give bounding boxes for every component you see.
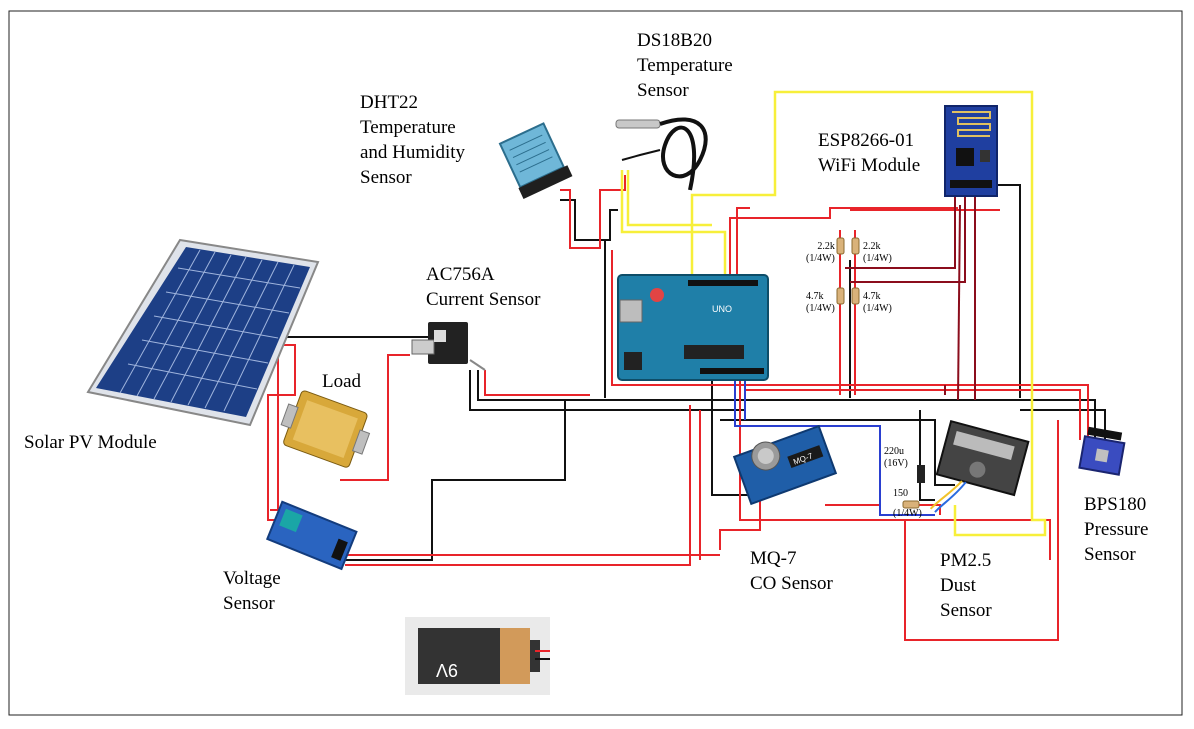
label-ac756a: AC756A Current Sensor	[426, 262, 541, 312]
label-pm25: PM2.5 Dust Sensor	[940, 548, 992, 623]
label-resistor-r1: 2.2k (1/4W)	[806, 241, 835, 265]
wires-red	[267, 175, 1089, 641]
label-esp8266: ESP8266-01 WiFi Module	[818, 128, 920, 178]
cap-voltage: (16V)	[884, 458, 908, 469]
label-resistor-r5: 150 (1/4W)	[893, 488, 922, 520]
label-voltage-line2: Sensor	[223, 593, 275, 614]
bps180-sensor	[1078, 426, 1126, 476]
label-ds18b20-line1: DS18B20	[637, 30, 712, 51]
label-voltage: Voltage Sensor	[223, 566, 281, 616]
label-bps180-line2: Pressure	[1084, 519, 1149, 540]
label-pm25-line3: Sensor	[940, 600, 992, 621]
r3-power: (1/4W)	[806, 303, 835, 314]
current-sensor	[411, 322, 486, 371]
label-dht22-line1: DHT22	[360, 92, 419, 113]
label-esp-line2: WiFi Module	[818, 155, 921, 176]
label-esp-line1: ESP8266-01	[818, 130, 915, 151]
mq7-sensor: MQ-7	[732, 424, 838, 506]
battery-9v: 9V	[405, 617, 550, 695]
wires-darkred	[845, 190, 976, 401]
label-bps180-line3: Sensor	[1084, 544, 1136, 565]
esp8266-module	[944, 105, 998, 197]
label-capacitor: 220u (16V)	[884, 446, 908, 470]
label-bps180: BPS180 Pressure Sensor	[1084, 492, 1148, 567]
r5-value: 150	[893, 488, 908, 499]
label-solar-line1: Solar PV Module	[24, 432, 157, 453]
r2-value: 2.2k	[863, 241, 881, 252]
pm25-sensor	[929, 419, 1030, 513]
label-dht22: DHT22 Temperature and Humidity Sensor	[360, 90, 465, 190]
label-dht22-line3: and Humidity	[360, 142, 466, 163]
label-resistor-r4: 4.7k (1/4W)	[863, 291, 892, 315]
resistors	[836, 237, 920, 509]
arduino-uno: UNO	[617, 274, 769, 381]
wires-blue	[734, 380, 935, 516]
load-resistor	[280, 390, 371, 468]
label-load: Load	[322, 369, 361, 394]
label-mq7-line1: MQ-7	[750, 548, 797, 569]
label-mq7-line2: CO Sensor	[750, 573, 833, 594]
label-ac756-line2: Current Sensor	[426, 289, 541, 310]
wires-yellow	[620, 90, 1047, 537]
voltage-sensor	[265, 500, 358, 571]
label-ac756-line1: AC756A	[426, 264, 495, 285]
label-pm25-line2: Dust	[940, 575, 976, 596]
label-voltage-line1: Voltage	[223, 568, 281, 589]
label-dht22-line4: Sensor	[360, 167, 412, 188]
diagram-frame	[8, 10, 1183, 716]
r1-value: 2.2k	[817, 241, 835, 252]
cap-value: 220u	[884, 446, 904, 457]
r3-value: 4.7k	[806, 291, 824, 302]
label-ds18b20: DS18B20 Temperature Sensor	[637, 28, 733, 103]
label-pm25-line1: PM2.5	[940, 550, 992, 571]
label-dht22-line2: Temperature	[360, 117, 456, 138]
r2-power: (1/4W)	[863, 253, 892, 264]
r4-value: 4.7k	[863, 291, 881, 302]
label-solar: Solar PV Module	[24, 430, 157, 455]
label-resistor-r3: 4.7k (1/4W)	[806, 291, 835, 315]
svg-text:9V: 9V	[436, 660, 458, 680]
label-mq7: MQ-7 CO Sensor	[750, 546, 833, 596]
solar-panel	[86, 238, 320, 427]
r1-power: (1/4W)	[806, 253, 835, 264]
dht22-sensor	[498, 122, 573, 199]
board-label: UNO	[712, 304, 732, 314]
label-ds18b20-line2: Temperature	[637, 55, 733, 76]
r5-power: (1/4W)	[893, 508, 922, 519]
label-ds18b20-line3: Sensor	[637, 80, 689, 101]
ds18b20-probe	[615, 117, 708, 191]
r4-power: (1/4W)	[863, 303, 892, 314]
label-resistor-r2: 2.2k (1/4W)	[863, 241, 892, 265]
label-load-line1: Load	[322, 371, 362, 392]
label-bps180-line1: BPS180	[1084, 494, 1147, 515]
capacitor	[917, 465, 925, 483]
